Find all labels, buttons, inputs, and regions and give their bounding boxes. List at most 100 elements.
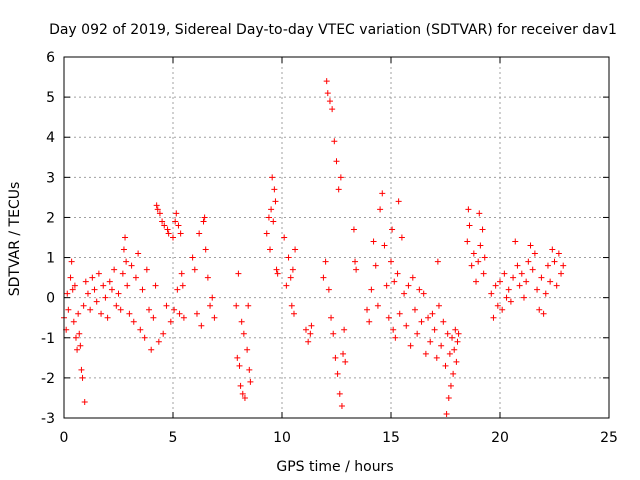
data-point bbox=[331, 138, 338, 145]
data-point bbox=[529, 266, 536, 273]
data-point bbox=[108, 286, 115, 293]
data-point bbox=[211, 314, 218, 321]
data-point bbox=[370, 238, 377, 245]
data-point bbox=[189, 254, 196, 261]
data-point bbox=[137, 326, 144, 333]
data-point bbox=[553, 282, 560, 289]
data-point bbox=[333, 158, 340, 165]
data-point bbox=[119, 270, 126, 277]
data-point bbox=[341, 326, 348, 333]
data-point bbox=[178, 270, 185, 277]
data-point bbox=[558, 270, 565, 277]
data-point bbox=[156, 210, 163, 217]
y-tick-label: -1 bbox=[41, 331, 55, 347]
data-point bbox=[388, 258, 394, 265]
data-point bbox=[179, 282, 186, 289]
data-point bbox=[350, 226, 357, 233]
data-point bbox=[167, 318, 174, 325]
data-point bbox=[113, 302, 120, 309]
data-point bbox=[477, 242, 484, 249]
data-point bbox=[76, 330, 83, 337]
data-point bbox=[405, 282, 412, 289]
data-point bbox=[505, 286, 512, 293]
data-point bbox=[78, 366, 85, 373]
x-tick-label: 20 bbox=[491, 430, 509, 446]
data-point bbox=[202, 246, 209, 253]
data-point bbox=[488, 290, 495, 297]
data-point bbox=[172, 218, 179, 225]
data-point bbox=[79, 374, 86, 381]
y-tick-label: 5 bbox=[46, 90, 55, 106]
data-point bbox=[542, 290, 549, 297]
data-point bbox=[429, 310, 436, 317]
data-points bbox=[61, 78, 567, 417]
data-point bbox=[87, 306, 94, 313]
data-point bbox=[173, 210, 180, 217]
data-point bbox=[150, 314, 157, 321]
data-point bbox=[193, 310, 200, 317]
data-point bbox=[161, 222, 168, 229]
data-point bbox=[395, 198, 402, 205]
data-point bbox=[64, 290, 71, 297]
plot-frame bbox=[63, 56, 610, 419]
data-point bbox=[77, 342, 84, 349]
data-point bbox=[468, 262, 475, 269]
data-point bbox=[322, 258, 329, 265]
data-point bbox=[466, 222, 473, 229]
data-point bbox=[289, 266, 296, 273]
data-point bbox=[538, 274, 545, 281]
data-point bbox=[159, 218, 166, 225]
data-point bbox=[93, 298, 100, 305]
data-point bbox=[475, 258, 482, 265]
data-point bbox=[531, 250, 538, 257]
data-point bbox=[470, 250, 477, 257]
data-point bbox=[272, 198, 279, 205]
data-point bbox=[401, 290, 408, 297]
data-point bbox=[342, 358, 349, 365]
y-tick-label: 0 bbox=[46, 291, 55, 307]
data-point bbox=[196, 230, 203, 237]
data-point bbox=[465, 206, 472, 213]
data-point bbox=[555, 250, 562, 257]
data-point bbox=[269, 174, 276, 181]
data-point bbox=[126, 310, 133, 317]
data-point bbox=[175, 222, 182, 229]
data-point bbox=[201, 214, 208, 221]
data-point bbox=[385, 314, 392, 321]
data-point bbox=[435, 302, 442, 309]
data-point bbox=[480, 270, 487, 277]
data-point bbox=[120, 246, 127, 253]
data-point bbox=[540, 310, 547, 317]
data-point bbox=[263, 230, 270, 237]
data-point bbox=[527, 242, 534, 249]
data-point bbox=[122, 234, 129, 241]
data-point bbox=[128, 262, 135, 269]
data-point bbox=[241, 394, 248, 401]
data-point bbox=[431, 326, 438, 333]
data-point bbox=[442, 362, 449, 369]
y-tick-label: 2 bbox=[46, 210, 55, 226]
data-point bbox=[171, 306, 178, 313]
data-point bbox=[516, 282, 523, 289]
data-point bbox=[283, 282, 290, 289]
data-point bbox=[501, 270, 508, 277]
data-point bbox=[453, 358, 460, 365]
data-point bbox=[368, 286, 375, 293]
data-point bbox=[111, 266, 118, 273]
data-point bbox=[234, 354, 241, 361]
data-point bbox=[82, 278, 89, 285]
data-point bbox=[534, 286, 541, 293]
data-point bbox=[366, 318, 373, 325]
data-point bbox=[268, 206, 275, 213]
y-tick-label: 6 bbox=[46, 50, 55, 66]
data-point bbox=[438, 342, 445, 349]
data-point bbox=[510, 274, 517, 281]
data-point bbox=[98, 310, 105, 317]
data-point bbox=[155, 338, 162, 345]
axis-ticks: 0 5 10 15 20 25 -3 -2 -1 0 1 2 3 4 5 6 bbox=[41, 50, 618, 446]
data-point bbox=[476, 210, 483, 217]
data-point bbox=[69, 286, 76, 293]
data-point bbox=[154, 206, 161, 213]
data-point bbox=[332, 354, 339, 361]
